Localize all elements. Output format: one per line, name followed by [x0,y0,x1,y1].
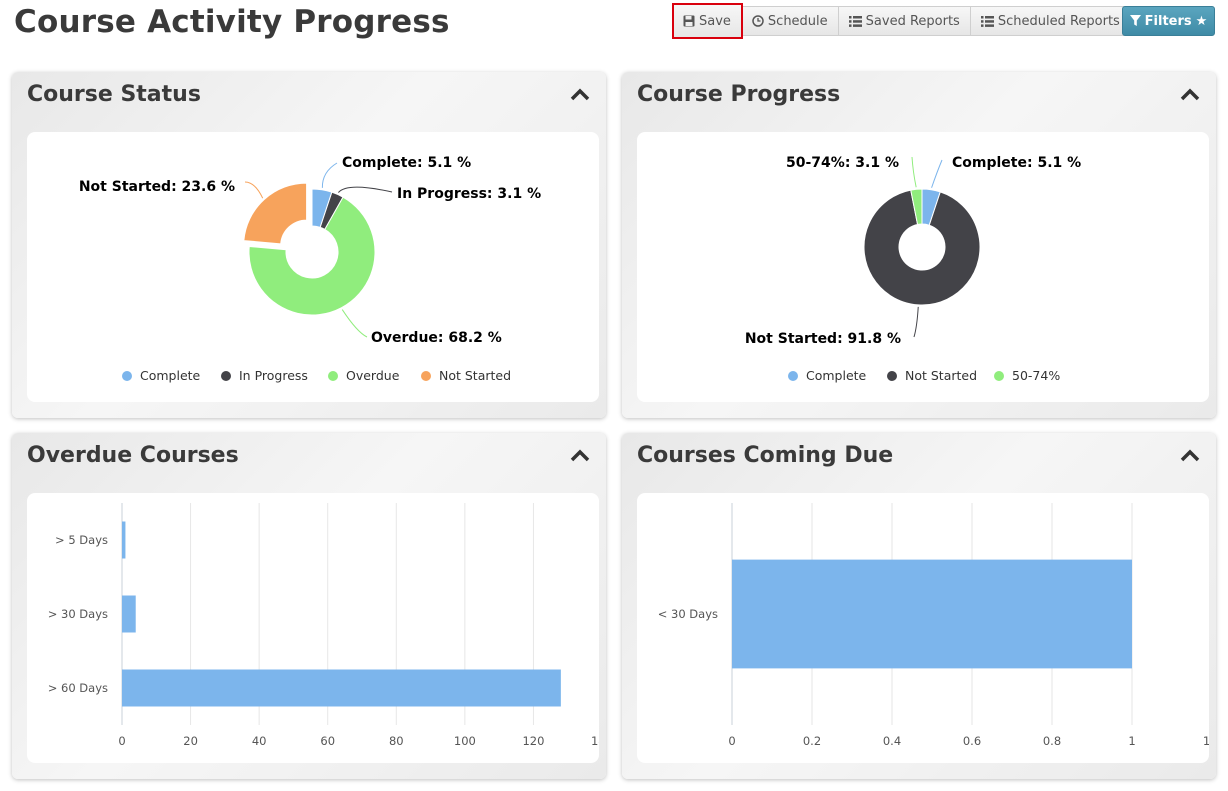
legend-item: 50-74% [1012,368,1060,383]
scheduled-reports-button[interactable]: Scheduled Reports [971,7,1130,35]
legend-marker [421,371,431,381]
course-progress-panel: Course Progress Complete: 5.1 % Not Start… [622,72,1216,418]
y-category-label: > 60 Days [48,681,108,695]
save-label: Save [699,13,731,29]
chart-card: 0 20 40 60 80 100 120 140 > 5 Days > 30 Days > 60 … [27,493,613,763]
data-label: In Progress: 3.1 % [397,186,541,202]
save-button[interactable]: Save [672,3,743,39]
legend-item: Overdue [346,368,400,383]
overdue-courses-chart: 0 20 40 60 80 100 120 140 > 5 Days > 30 Days > 60 … [48,503,613,748]
x-tick-label: 0 [118,734,125,748]
data-label-connector [931,159,943,188]
list-icon [848,15,862,27]
saved-reports-button[interactable]: Saved Reports [839,7,971,35]
pie-slice-50-74 [910,188,923,226]
bar-60-days [122,669,561,707]
schedule-button[interactable]: Schedule [742,7,839,35]
panel-title: Overdue Courses [27,443,239,468]
legend-item: Not Started [439,368,511,383]
data-label: Overdue: 68.2 % [371,330,502,346]
collapse-chevron-icon[interactable] [1180,447,1200,463]
y-category-label: < 30 Days [658,607,718,621]
chart-card: Complete: 5.1 % Not Started: 91.8 % 50-74%… [637,132,1209,402]
legend-item: Complete [140,368,201,383]
legend-marker [887,371,897,381]
x-tick-label: 1 [1128,734,1135,748]
pie-slice-not-started [863,189,981,306]
data-label: 50-74%: 3.1 % [786,155,899,171]
report-toolbar: Save Schedule Saved Reports Scheduled Re… [672,3,1131,39]
overdue-courses-panel: Overdue Courses 0 20 40 60 80 100 120 140 > 5 Da… [12,433,613,779]
list-icon [980,15,994,27]
collapse-chevron-icon[interactable] [570,447,590,463]
funnel-icon [1129,15,1141,26]
x-tick-label: 100 [454,734,476,748]
x-tick-label: 0.2 [803,734,821,748]
data-label: Not Started: 91.8 % [745,331,901,347]
collapse-chevron-icon[interactable] [570,86,590,102]
data-label-connector [911,156,917,188]
data-label-connector [341,309,368,338]
x-tick-label: 0 [728,734,735,748]
x-tick-label: 60 [320,734,335,748]
x-tick-label: 80 [389,734,404,748]
y-category-label: > 30 Days [48,607,108,621]
data-label-connector [244,181,264,199]
bar-5-days [122,521,126,559]
legend-item: Complete [806,368,867,383]
collapse-chevron-icon[interactable] [1180,86,1200,102]
legend-marker [328,371,338,381]
bar-30-days [122,595,136,633]
data-label: Complete: 5.1 % [342,155,471,171]
schedule-label: Schedule [767,13,828,29]
x-tick-label: 0.6 [963,734,981,748]
pie-slice-not-started [243,182,308,245]
chart-card: 0 0.2 0.4 0.6 0.8 1 1.2 < 30 Days [637,493,1221,763]
star-icon: ★ [1195,13,1208,29]
x-tick-label: 140 [591,734,599,748]
filters-label: Filters [1144,13,1192,29]
data-label-connector [913,306,919,338]
panel-title: Courses Coming Due [637,443,894,468]
course-status-panel: Course Status Complete: 5.1 % In Progress… [12,72,606,418]
data-label-connector [337,186,393,193]
legend-marker [221,371,231,381]
courses-coming-due-chart: 0 0.2 0.4 0.6 0.8 1 1.2 < 30 Days [658,503,1221,748]
x-tick-label: 120 [522,734,544,748]
legend-marker [994,371,1004,381]
y-category-label: > 5 Days [55,533,108,547]
courses-coming-due-panel: Courses Coming Due 0 0.2 0.4 0.6 0.8 1 1.2 < 30… [622,433,1221,779]
pie-slice-overdue [248,196,376,316]
course-status-chart: Complete: 5.1 % In Progress: 3.1 % Overdue… [79,155,541,383]
data-label: Not Started: 23.6 % [79,179,235,195]
x-tick-label: 20 [183,734,198,748]
scheduled-reports-label: Scheduled Reports [997,13,1120,29]
data-label: Complete: 5.1 % [952,155,1081,171]
x-tick-label: 1.2 [1203,734,1209,748]
saved-reports-label: Saved Reports [865,13,960,29]
page-title: Course Activity Progress [14,4,450,40]
x-tick-label: 0.4 [883,734,901,748]
data-label-connector [321,162,338,188]
clock-icon [752,15,764,27]
bar-30-days [732,559,1132,669]
x-tick-label: 0.8 [1043,734,1061,748]
floppy-disk-icon [683,15,695,27]
x-tick-label: 40 [252,734,267,748]
panel-title: Course Progress [637,82,841,107]
legend-marker [788,371,798,381]
legend-item: Not Started [905,368,977,383]
legend-item: In Progress [239,368,308,383]
chart-card: Complete: 5.1 % In Progress: 3.1 % Overdue… [27,132,599,402]
filters-button[interactable]: Filters ★ [1122,6,1215,36]
course-progress-chart: Complete: 5.1 % Not Started: 91.8 % 50-74%… [745,155,1081,383]
legend-marker [122,371,132,381]
panel-title: Course Status [27,82,201,107]
